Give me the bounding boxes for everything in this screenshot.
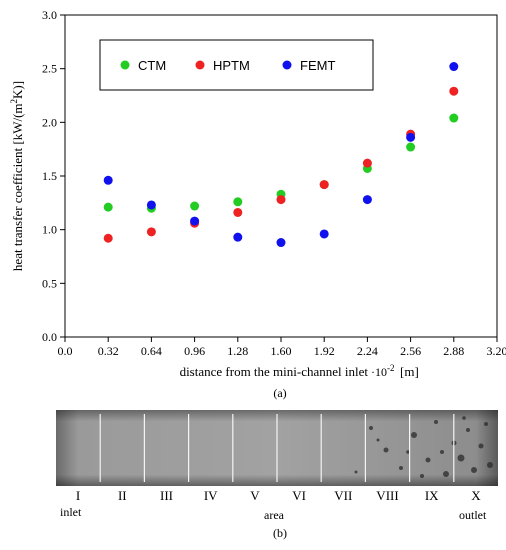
boiling-bubble: [478, 443, 484, 449]
hptm-point: [319, 180, 329, 190]
boiling-bubble: [420, 474, 424, 478]
heat-transfer-chart: 0.0 0.32 0.64 0.96 1.28 1.60 1.92 2.24 2.56 2.88 3…: [9, 8, 506, 400]
x-tick-label: 1.60: [271, 344, 292, 358]
section-label: I: [75, 488, 81, 503]
hptm-point: [362, 158, 372, 168]
photo-caption: (b): [273, 526, 287, 540]
legend-marker-ctm: [120, 60, 130, 70]
legend-marker-hptm: [195, 60, 205, 70]
y-axis-title: heat transfer coefficient [kW/(m2K)]: [9, 81, 25, 271]
femt-point: [276, 238, 286, 248]
boiling-bubble: [383, 447, 389, 453]
legend-marker-femt: [282, 60, 292, 70]
x-tick-label: 3.20: [487, 344, 506, 358]
femt-point: [449, 62, 459, 72]
inlet-label: inlet: [60, 505, 82, 519]
boiling-bubble: [471, 467, 477, 473]
y-tick-label: 2.5: [42, 62, 57, 76]
section-label: V: [250, 488, 260, 503]
x-axis-exponent: ·10-2: [371, 363, 395, 379]
femt-point: [233, 232, 243, 242]
section-label: VIII: [376, 488, 399, 503]
hptm-point: [103, 233, 113, 243]
legend-label-femt: FEMT: [300, 58, 335, 73]
boiling-bubble: [376, 438, 380, 442]
boiling-bubble: [487, 462, 493, 468]
y-axis-title-power: 2: [9, 99, 19, 104]
femt-point: [190, 216, 200, 226]
ctm-point: [190, 201, 200, 211]
boiling-bubble: [462, 416, 466, 420]
x-tick-label: 2.24: [357, 344, 378, 358]
boiling-bubble: [434, 420, 438, 424]
hptm-point: [146, 227, 156, 237]
legend-box: [99, 39, 374, 91]
boiling-bubble: [369, 426, 373, 430]
y-tick-label: 2.0: [42, 115, 57, 129]
x-axis-title: distance from the mini-channel inlet: [180, 364, 369, 379]
x-tick-label: 0.96: [184, 344, 205, 358]
boiling-bubble: [484, 422, 488, 426]
x-tick-label: 0.0: [58, 344, 73, 358]
y-tick-label: 1.0: [42, 223, 57, 237]
boiling-bubble: [440, 450, 444, 454]
y-tick-label: 0.0: [42, 330, 57, 344]
section-label: X: [471, 488, 481, 503]
femt-point: [362, 195, 372, 205]
femt-point: [146, 200, 156, 210]
area-label: area: [264, 508, 284, 522]
legend-label-hptm: HPTM: [213, 58, 250, 73]
legend-label-ctm: CTM: [138, 58, 166, 73]
x-axis-unit: [m]: [400, 364, 419, 379]
x-tick-label: 1.92: [314, 344, 335, 358]
x-tick-label: 1.28: [227, 344, 248, 358]
ctm-point: [233, 197, 243, 207]
boiling-bubble: [457, 454, 465, 462]
boiling-bubble: [406, 450, 410, 454]
section-label: II: [117, 488, 127, 503]
section-label: VII: [334, 488, 353, 503]
boiling-bubble: [399, 466, 403, 470]
outlet-label: outlet: [459, 508, 487, 522]
y-tick-label: 0.5: [42, 276, 57, 290]
boiling-bubble: [411, 432, 417, 438]
mini-channel-photo: [56, 410, 498, 486]
boiling-bubble: [466, 428, 470, 432]
ctm-point: [103, 202, 113, 212]
y-tick-label: 3.0: [42, 8, 57, 22]
x-tick-label: 0.64: [141, 344, 162, 358]
boiling-bubble: [425, 457, 431, 463]
boiling-bubble: [443, 471, 449, 477]
section-label: VI: [292, 488, 306, 503]
boiling-bubble: [354, 470, 358, 474]
femt-point: [406, 132, 416, 142]
hptm-point: [449, 86, 459, 96]
section-label: IX: [424, 488, 439, 503]
chart-caption: (a): [273, 386, 286, 400]
section-label: III: [160, 488, 173, 503]
x-tick-label: 2.88: [443, 344, 464, 358]
hptm-point: [276, 195, 286, 205]
hptm-point: [233, 207, 243, 217]
femt-point: [103, 175, 113, 185]
x-tick-label: 0.32: [98, 344, 119, 358]
section-label: IV: [203, 488, 218, 503]
legend: CTM HPTM FEMT: [99, 39, 374, 91]
ctm-point: [406, 142, 416, 152]
x-tick-label: 2.56: [400, 344, 421, 358]
y-tick-label: 1.5: [42, 169, 57, 183]
ctm-point: [449, 113, 459, 123]
femt-point: [319, 229, 329, 239]
